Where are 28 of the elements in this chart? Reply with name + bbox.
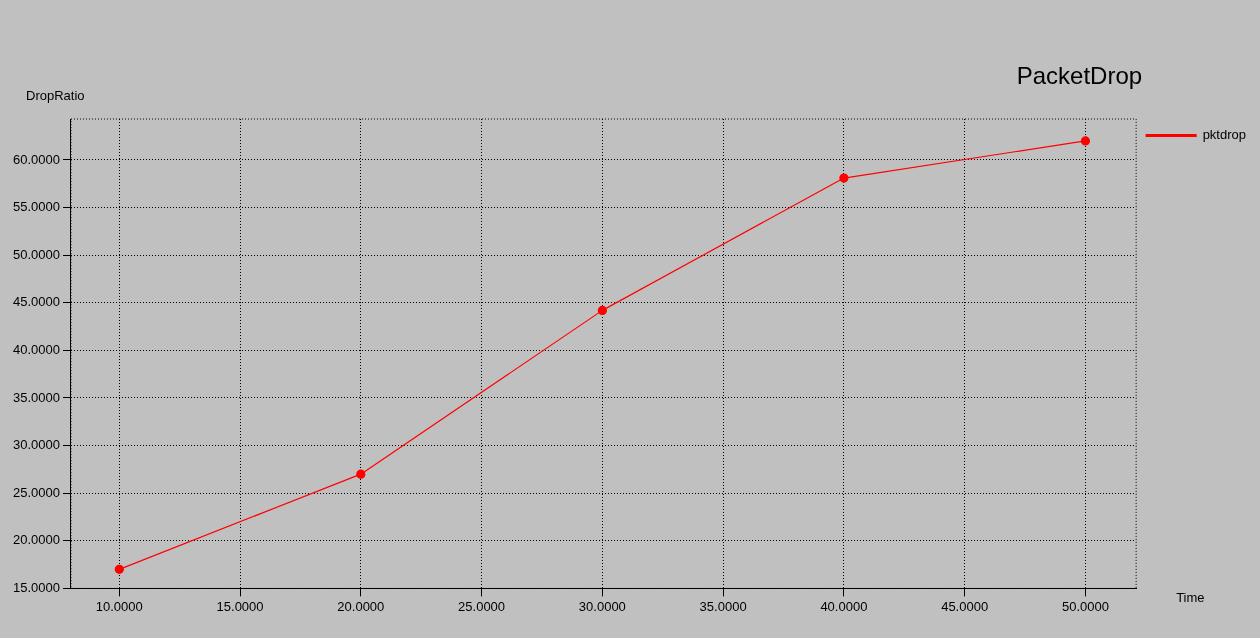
y-tick-label: 15.0000 [12,579,60,595]
y-tick-label: 30.0000 [12,437,60,453]
y-tick-label: 25.0000 [12,484,60,500]
y-tick-label: 20.0000 [12,532,60,548]
point [114,564,124,574]
x-axis-title: Time [1176,590,1205,606]
y-tick-label: 45.0000 [12,294,60,310]
point [839,173,849,183]
y-tick-label: 35.0000 [12,389,60,405]
point [1080,136,1091,146]
x-tick-label: 15.0000 [216,598,264,614]
x-tick-label: 35.0000 [699,598,747,614]
x-tick-label: 25.0000 [458,598,506,614]
legend-label: pktdrop [1202,127,1247,143]
x-tick-label: 40.0000 [820,598,868,614]
y-tick-label: 55.0000 [12,199,60,215]
y-tick-label: 50.0000 [12,246,60,262]
chart-title: PacketDrop [1016,62,1143,89]
x-tick-label: 10.0000 [95,598,143,614]
point [597,305,607,315]
x-tick-label: 50.0000 [1061,598,1109,614]
y-tick-label: 60.0000 [12,151,60,167]
y-axis-title: DropRatio [26,88,85,103]
x-tick-label: 45.0000 [941,598,989,614]
x-tick-label: 30.0000 [578,598,626,614]
y-tick-label: 40.0000 [12,341,60,357]
point [356,469,366,479]
x-tick-label: 20.0000 [337,598,385,614]
